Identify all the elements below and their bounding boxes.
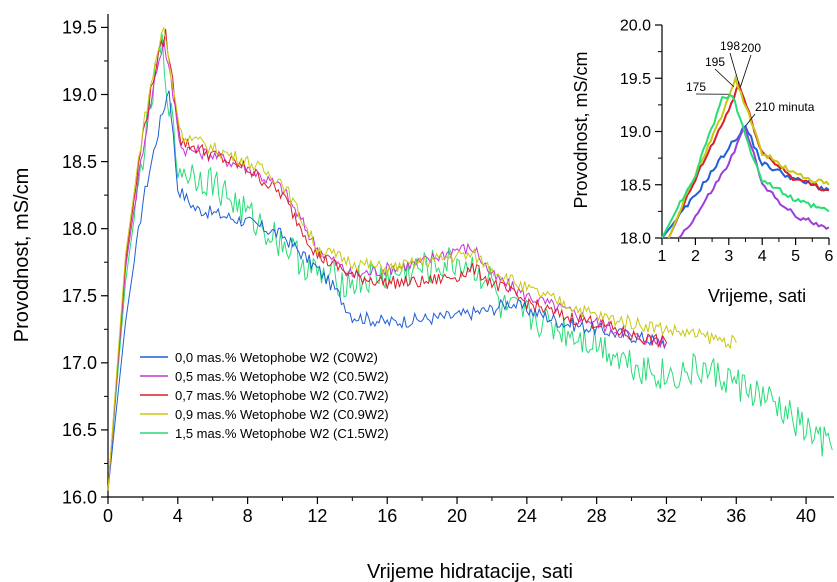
main-y-tick-label: 19.0 bbox=[62, 85, 97, 105]
main-x-axis-label: Vrijeme hidratacije, sati bbox=[367, 561, 573, 582]
inset-x-tick-label: 6 bbox=[825, 248, 834, 265]
main-y-tick-label: 18.0 bbox=[62, 219, 97, 239]
series-line bbox=[107, 90, 667, 491]
series-line bbox=[107, 26, 737, 491]
inset-chart: 1 2 3 4 5 6 18.0 18.5 19.0 19.5 20.0 Vrijeme, sati… bbox=[571, 18, 834, 306]
inset-x-tick-label: 4 bbox=[758, 248, 767, 265]
annotation-label: 210 minuta bbox=[755, 100, 815, 114]
inset-series-line bbox=[677, 126, 830, 239]
main-y-tick-label: 18.5 bbox=[62, 152, 97, 172]
inset-annotations: 175 195 198 200 210 minuta bbox=[686, 39, 815, 127]
inset-y-tick-label: 19.0 bbox=[620, 124, 651, 141]
annotation-leader bbox=[714, 68, 735, 88]
inset-y-tick-label: 20.0 bbox=[620, 18, 651, 35]
main-x-tick-label: 12 bbox=[307, 506, 327, 526]
main-y-tick-label: 16.5 bbox=[62, 420, 97, 440]
inset-x-tick-label: 2 bbox=[691, 248, 700, 265]
main-y-tick-label: 17.5 bbox=[62, 286, 97, 306]
main-y-tick-label: 17.0 bbox=[62, 353, 97, 373]
inset-series-lines bbox=[661, 74, 830, 239]
main-y-axis-label: Provodnost, mS/cm bbox=[11, 168, 33, 343]
inset-y-axis-label: Provodnost, mS/cm bbox=[571, 51, 591, 208]
inset-x-tick-label: 3 bbox=[724, 248, 733, 265]
main-y-tick-label: 16.0 bbox=[62, 487, 97, 507]
inset-y-tick-label: 19.5 bbox=[620, 71, 651, 88]
main-x-tick-label: 32 bbox=[656, 506, 676, 526]
legend-label: 0,7 mas.% Wetophobe W2 (C0.7W2) bbox=[175, 388, 389, 403]
main-x-tick-label: 28 bbox=[587, 506, 607, 526]
main-x-tick-label: 36 bbox=[726, 506, 746, 526]
main-x-tick-label: 0 bbox=[103, 506, 113, 526]
legend-label: 0,0 mas.% Wetophobe W2 (C0W2) bbox=[175, 350, 378, 365]
annotation-label: 195 bbox=[705, 55, 725, 69]
series-line bbox=[107, 28, 667, 491]
main-series-lines bbox=[107, 26, 833, 491]
annotation-label: 175 bbox=[686, 80, 706, 94]
main-y-tick-label: 19.5 bbox=[62, 18, 97, 38]
legend-label: 1,5 mas.% Wetophobe W2 (C1.5W2) bbox=[175, 426, 389, 441]
annotation-leader bbox=[740, 54, 752, 87]
legend-label: 0,5 mas.% Wetophobe W2 (C0.5W2) bbox=[175, 369, 389, 384]
annotation-leader bbox=[729, 52, 740, 84]
main-x-tick-label: 20 bbox=[447, 506, 467, 526]
inset-series-line bbox=[661, 94, 830, 239]
legend: 0,0 mas.% Wetophobe W2 (C0W2) 0,5 mas.% W… bbox=[140, 350, 389, 441]
inset-x-axis-label: Vrijeme, sati bbox=[708, 286, 806, 306]
series-line bbox=[107, 33, 833, 491]
inset-y-tick-label: 18.5 bbox=[620, 177, 651, 194]
main-x-tick-label: 24 bbox=[517, 506, 537, 526]
inset-y-tick-label: 18.0 bbox=[620, 231, 651, 248]
annotation-leader bbox=[745, 113, 756, 127]
inset-axes: 1 2 3 4 5 6 18.0 18.5 19.0 19.5 20.0 bbox=[620, 18, 834, 265]
legend-label: 0,9 mas.% Wetophobe W2 (C0.9W2) bbox=[175, 407, 389, 422]
main-x-tick-label: 4 bbox=[173, 506, 183, 526]
inset-x-tick-label: 1 bbox=[658, 248, 667, 265]
annotation-label: 198 bbox=[720, 39, 740, 53]
inset-x-tick-label: 5 bbox=[791, 248, 800, 265]
series-line bbox=[107, 39, 667, 491]
main-x-tick-label: 40 bbox=[796, 506, 816, 526]
main-x-tick-label: 8 bbox=[243, 506, 253, 526]
main-axes: 0 4 8 12 16 20 24 28 32 36 4016.016.517.017.518.01… bbox=[62, 14, 834, 526]
main-x-tick-label: 16 bbox=[377, 506, 397, 526]
annotation-label: 200 bbox=[741, 41, 761, 55]
main-chart: 0 4 8 12 16 20 24 28 32 36 4016.016.517.017.518.01… bbox=[11, 14, 834, 582]
